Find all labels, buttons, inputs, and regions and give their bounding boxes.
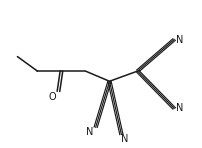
- Text: N: N: [120, 134, 128, 144]
- Text: N: N: [175, 35, 182, 45]
- Text: O: O: [48, 91, 56, 102]
- Text: N: N: [85, 127, 93, 137]
- Text: N: N: [175, 103, 182, 113]
